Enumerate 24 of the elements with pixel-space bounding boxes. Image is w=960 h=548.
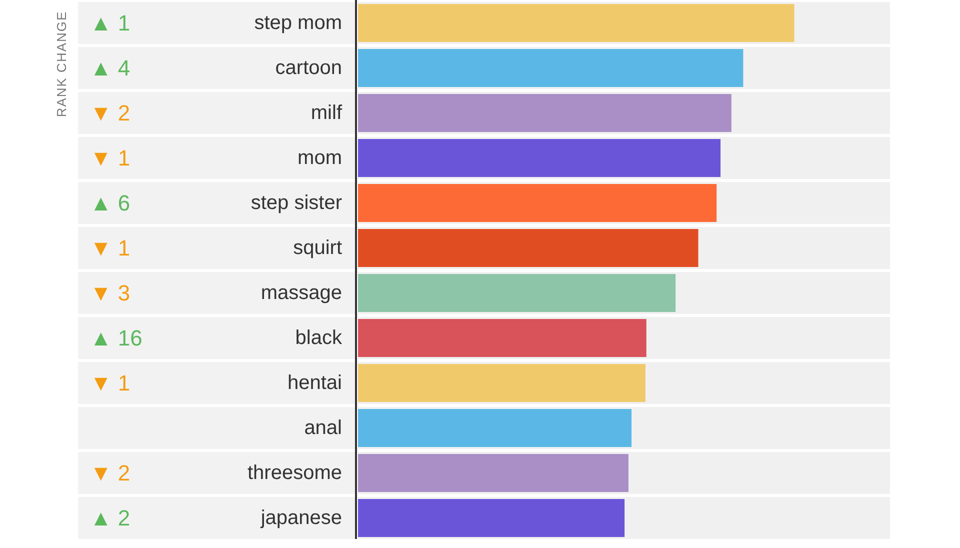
y-tick-label: massage: [260, 282, 342, 304]
text: ▼ 3: [90, 280, 130, 306]
text: ▲ 16: [90, 326, 142, 350]
text: ▼ 1: [90, 146, 130, 170]
text: ▲ 1: [90, 10, 130, 36]
text: ▼ 2: [90, 460, 130, 486]
y-tick-label: cartoon: [275, 57, 342, 79]
y-tick-label: threesome: [248, 462, 342, 484]
text: ▼ 2: [90, 100, 130, 126]
text: ▼ 1: [90, 370, 130, 396]
y-tick-label: mom: [298, 147, 342, 169]
y-tick-label: step sister: [250, 192, 342, 214]
y-tick-label: squirt: [293, 237, 342, 259]
text: RANK CHANGE: [54, 10, 69, 118]
y-tick-label: japanese: [260, 507, 342, 529]
y-tick-label: step mom: [254, 12, 342, 34]
y-tick-label: black: [295, 327, 343, 349]
y-tick-label: hentai: [288, 372, 342, 394]
text: ▲ 4: [90, 56, 130, 80]
y-tick-label: anal: [304, 417, 342, 439]
text: ▲ 6: [90, 190, 130, 216]
text: ▲ 2: [90, 506, 130, 530]
text: ▼ 1: [90, 236, 130, 260]
y-tick-label: milf: [310, 102, 342, 124]
